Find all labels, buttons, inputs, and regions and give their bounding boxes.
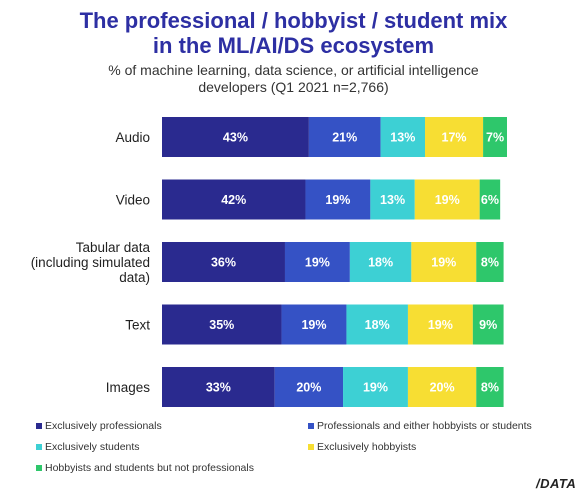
bar-segment [284, 242, 350, 282]
data-label: 13% [380, 193, 405, 207]
data-label: 19% [435, 193, 460, 207]
data-label: 18% [365, 318, 390, 332]
data-label: 20% [430, 381, 455, 395]
bar-segment [349, 242, 412, 282]
category-label-line: (including simulated [31, 255, 150, 270]
legend-item: Exclusively hobbyists [308, 441, 416, 453]
data-label: 17% [442, 131, 467, 145]
bar-segment [274, 367, 344, 407]
bar-segment [407, 367, 477, 407]
bar-segment [479, 179, 501, 220]
legend-label: Professionals and either hobbyists or st… [317, 420, 532, 432]
category-label: Video [116, 193, 150, 208]
bar-segment [407, 304, 473, 345]
chart-title-line-1: The professional / hobbyist / student mi… [79, 8, 508, 33]
bar-segment [476, 367, 504, 407]
data-label: 35% [209, 318, 234, 332]
stacked-bar-chart: Audio 43% 21% 13% 17% 7% Video 42% 19% 13% 19% 6% Ta… [31, 117, 507, 407]
data-label: 8% [481, 256, 499, 270]
bar-segment [281, 304, 347, 345]
data-label: 20% [296, 381, 321, 395]
legend-label: Exclusively students [45, 441, 140, 453]
legend-item: Professionals and either hobbyists or st… [308, 420, 532, 432]
data-label: 36% [211, 256, 236, 270]
category-label: Images [106, 380, 151, 395]
brand-logo: /DATA [536, 476, 577, 491]
legend-swatch [36, 444, 42, 450]
data-label: 19% [305, 256, 330, 270]
data-label: 13% [390, 131, 415, 145]
bar-segment [476, 242, 504, 282]
legend-swatch [36, 423, 42, 429]
data-label: 19% [431, 256, 456, 270]
legend-label: Exclusively hobbyists [317, 441, 417, 453]
bar-segment [346, 304, 408, 345]
data-label: 19% [428, 318, 453, 332]
chart-title-line-2: in the ML/AI/DS ecosystem [152, 33, 435, 58]
data-label: 42% [221, 193, 246, 207]
category-label: Text [125, 318, 150, 333]
data-label: 7% [486, 131, 504, 145]
bar-segment [483, 117, 507, 157]
category-label-line: Images [106, 380, 151, 395]
data-label: 33% [206, 381, 231, 395]
data-label: 19% [301, 318, 326, 332]
bar-segment [370, 179, 415, 220]
bar-segment [305, 179, 371, 220]
data-label: 43% [223, 131, 248, 145]
chart-title: The professional / hobbyist / student mi… [0, 8, 587, 58]
category-label-line: Video [116, 193, 150, 208]
bar-segment [162, 117, 309, 157]
data-label: 19% [325, 193, 350, 207]
chart-subtitle: % of machine learning, data science, or … [0, 62, 587, 96]
category-label: Tabular data (including simulated data) [31, 240, 151, 285]
category-label: Audio [115, 130, 150, 145]
bar-segment [162, 304, 282, 345]
bar-segment [380, 117, 426, 157]
chart-legend: Exclusively professionals Professionals a… [36, 420, 581, 480]
category-label-line: Tabular data [76, 240, 151, 255]
legend-label: Hobbyists and students but not professio… [45, 462, 254, 474]
legend-item: Exclusively professionals [36, 420, 162, 432]
category-label-line: data) [119, 270, 150, 285]
category-label-line: Text [125, 318, 150, 333]
legend-item: Hobbyists and students but not professio… [36, 462, 254, 474]
data-label: 8% [481, 381, 499, 395]
chart-subtitle-line-1: % of machine learning, data science, or … [108, 62, 479, 78]
bar-segment [411, 242, 477, 282]
legend-label: Exclusively professionals [45, 420, 162, 432]
chart-subtitle-line-2: developers (Q1 2021 n=2,766) [198, 79, 389, 95]
data-label: 9% [479, 318, 497, 332]
data-label: 6% [481, 193, 499, 207]
bar-segment [472, 304, 504, 345]
bar-segment [162, 367, 275, 407]
legend-swatch [308, 423, 314, 429]
bar-segment [414, 179, 480, 220]
data-label: 21% [332, 131, 357, 145]
bar-segment [162, 242, 285, 282]
category-label-line: Audio [115, 130, 150, 145]
bar-segment [308, 117, 381, 157]
legend-swatch [308, 444, 314, 450]
legend-item: Exclusively students [36, 441, 140, 453]
data-label: 18% [368, 256, 393, 270]
legend-swatch [36, 465, 42, 471]
bar-segment [162, 179, 306, 220]
data-label: 19% [363, 381, 388, 395]
bar-segment [425, 117, 484, 157]
bar-segment [343, 367, 408, 407]
